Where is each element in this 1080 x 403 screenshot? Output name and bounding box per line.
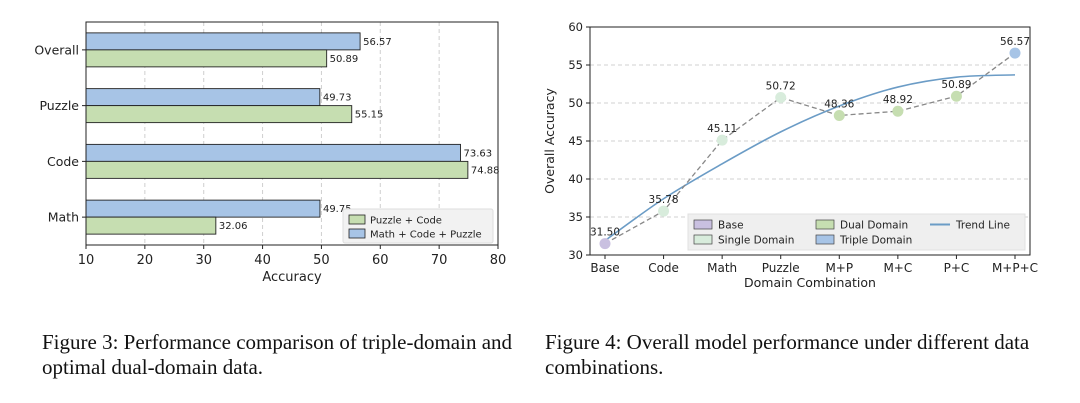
legend-swatch <box>693 234 713 245</box>
bar <box>85 143 461 162</box>
data-line <box>604 52 1016 245</box>
x-tick-label: M+P+C <box>992 261 1038 275</box>
legend-label: Trend Line <box>955 220 1010 232</box>
data-label: 31.50 <box>590 227 620 239</box>
x-tick-label: 50 <box>313 253 330 268</box>
x-tick-label: P+C <box>944 261 970 275</box>
data-point <box>950 90 962 102</box>
data-label: 74.88 <box>471 165 500 176</box>
x-axis-label: Domain Combination <box>744 275 876 290</box>
x-tick-label: 30 <box>195 253 212 268</box>
category-label: Puzzle <box>39 98 79 113</box>
y-tick-label: 35 <box>568 210 583 224</box>
bar <box>85 32 361 51</box>
data-label: 32.06 <box>219 221 248 232</box>
legend-label: Math + Code + Puzzle <box>370 230 482 241</box>
bar <box>85 199 321 218</box>
data-label: 50.89 <box>941 79 971 91</box>
category-label: Overall <box>34 42 79 57</box>
data-label: 49.73 <box>323 93 352 104</box>
data-point <box>599 238 611 250</box>
y-tick-label: 55 <box>568 58 583 72</box>
legend-label: Dual Domain <box>840 220 908 232</box>
y-tick-label: 50 <box>568 96 583 110</box>
data-label: 49.75 <box>323 204 352 215</box>
data-point <box>1009 47 1021 59</box>
x-tick-label: 80 <box>490 253 507 268</box>
bar <box>85 105 353 124</box>
y-tick-label: 45 <box>568 134 583 148</box>
data-label: 73.63 <box>464 148 493 159</box>
x-tick-label: 20 <box>137 253 154 268</box>
x-tick-label: Puzzle <box>762 261 800 275</box>
figure-3-caption: Figure 3: Performance comparison of trip… <box>42 330 513 379</box>
legend-swatch <box>348 228 366 239</box>
data-label: 56.57 <box>363 37 392 48</box>
data-label: 56.57 <box>1000 36 1030 48</box>
category-label: Code <box>47 154 79 169</box>
trend-line <box>604 74 1016 242</box>
data-label: 50.89 <box>330 54 359 65</box>
category-label: Math <box>48 210 79 225</box>
legend-label: Single Domain <box>718 235 794 247</box>
bar <box>85 88 321 107</box>
y-tick-label: 60 <box>568 20 583 34</box>
legend: Base Single Domain Dual Domain Triple Domai… <box>687 213 1026 251</box>
data-label: 35.78 <box>649 194 679 206</box>
bar <box>85 49 328 68</box>
line-chart: Base Single Domain Dual Domain Triple Domai… <box>542 20 1038 290</box>
legend-label: Triple Domain <box>839 235 912 247</box>
legend-swatch <box>693 219 713 230</box>
y-tick-label: 40 <box>568 172 583 186</box>
data-label: 48.92 <box>883 94 913 106</box>
figure-4-caption: Figure 4: Overall model performance unde… <box>545 330 1030 379</box>
legend-label: Puzzle + Code <box>370 216 442 227</box>
bar <box>85 160 469 179</box>
legend-swatch <box>815 219 835 230</box>
legend: Puzzle + Code Math + Code + Puzzle <box>342 208 494 244</box>
x-tick-label: 40 <box>254 253 271 268</box>
legend-box <box>342 208 494 244</box>
legend-swatch <box>815 234 835 245</box>
data-point <box>658 205 670 217</box>
legend-box <box>687 213 1026 251</box>
data-point <box>775 92 787 104</box>
figure-3: 49.75 32.06 Math 73.63 74.88 Code 49.73 55.15 Pu… <box>0 0 520 300</box>
x-tick-label: Base <box>590 261 619 275</box>
x-tick-label: Math <box>707 261 737 275</box>
data-point <box>833 109 845 121</box>
bar <box>85 216 217 235</box>
x-tick-label: 70 <box>431 253 448 268</box>
data-point <box>716 134 728 146</box>
plot-frame <box>85 21 499 246</box>
y-tick-label: 30 <box>568 248 583 262</box>
x-axis-label: Accuracy <box>262 270 322 285</box>
data-label: 55.15 <box>355 110 384 121</box>
figure-4: Base Single Domain Dual Domain Triple Domai… <box>530 0 1080 300</box>
y-axis-label: Overall Accuracy <box>542 88 557 194</box>
x-tick-label: Code <box>648 261 679 275</box>
data-label: 50.72 <box>766 81 796 93</box>
legend-label: Base <box>718 220 744 232</box>
x-tick-label: M+P <box>825 261 853 275</box>
x-tick-label: 10 <box>78 253 95 268</box>
data-label: 45.11 <box>707 123 737 135</box>
data-point <box>892 105 904 117</box>
data-label: 48.36 <box>824 98 854 110</box>
x-tick-label: M+C <box>883 261 912 275</box>
legend-swatch <box>348 214 366 225</box>
x-tick-label: 60 <box>372 253 389 268</box>
